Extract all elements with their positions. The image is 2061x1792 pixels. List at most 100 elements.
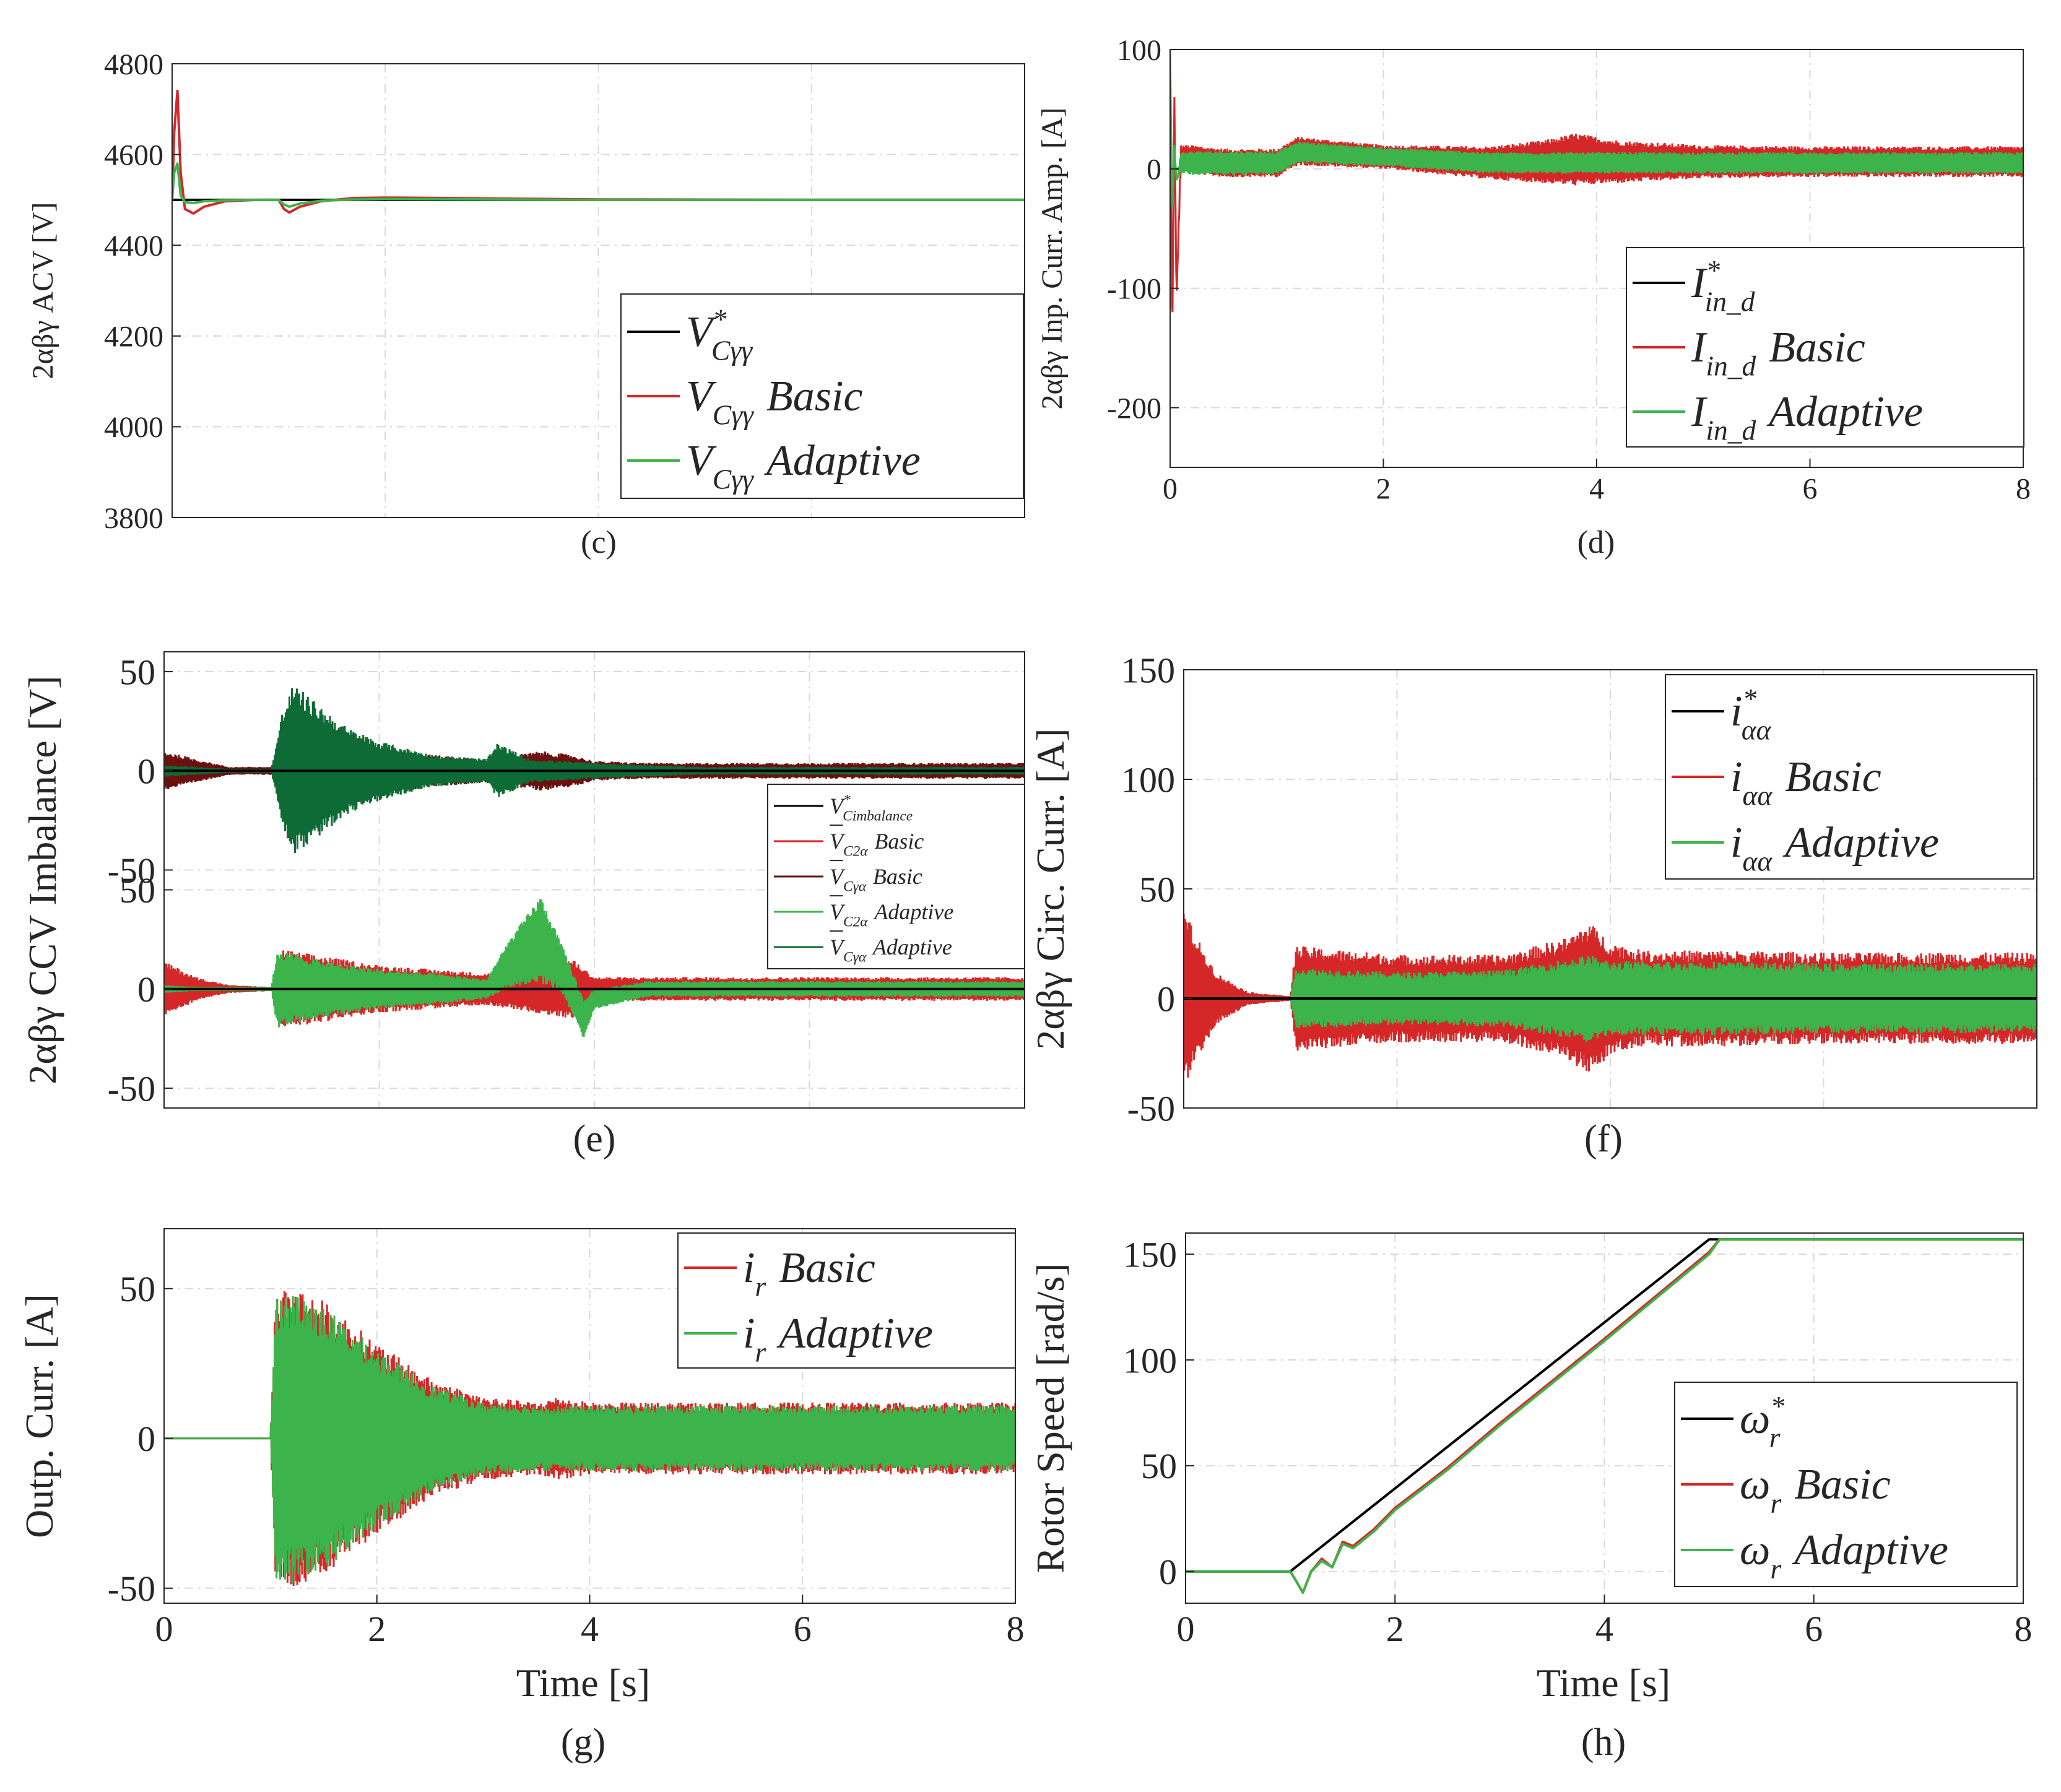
x-tick-label: 0 xyxy=(155,1609,173,1649)
legend-label: I* in_d xyxy=(1691,254,1755,317)
legend-label: ir Basic xyxy=(743,1244,875,1302)
legend-suffix: Basic xyxy=(1794,1461,1891,1508)
x-tick-label: 6 xyxy=(794,1609,812,1649)
series-group xyxy=(164,1291,1015,1586)
x-tick-label: 2 xyxy=(368,1609,386,1649)
legend-sub: in_d xyxy=(1706,415,1756,446)
legend-suffix: Basic xyxy=(766,373,863,420)
x-tick-label: 8 xyxy=(1007,1609,1025,1649)
x-axis-label: Time [s] xyxy=(1537,1661,1670,1705)
legend-sub: αα xyxy=(1742,846,1772,877)
y-tick-label: 4200 xyxy=(104,321,163,353)
legend-suffix: Adaptive xyxy=(1782,819,1939,867)
legend-label: iαα Adaptive xyxy=(1730,819,1939,877)
legend-symbol: V xyxy=(830,829,846,854)
panel-caption: (d) xyxy=(1577,525,1615,560)
panel-caption: (e) xyxy=(573,1118,616,1160)
panel-caption: (c) xyxy=(581,525,617,560)
legend-label: iαα Basic xyxy=(1730,753,1881,811)
y-axis-label: 2αβγ Circ. Curr. [A] xyxy=(1028,728,1072,1049)
legend-sup: * xyxy=(713,303,727,335)
legend-symbol: V xyxy=(686,437,717,485)
x-tick-label: 4 xyxy=(1589,472,1604,505)
legend-box xyxy=(620,293,1024,499)
legend-symbol: V xyxy=(830,935,846,959)
legend-suffix: Adaptive xyxy=(1766,388,1923,436)
x-tick-label: 6 xyxy=(1803,472,1818,505)
y-tick-label: 0 xyxy=(1159,1552,1177,1592)
legend-suffix: Basic xyxy=(779,1244,875,1292)
series-group xyxy=(1170,50,2023,313)
series-line-green xyxy=(1170,50,2023,207)
panel-c: 3800 4000 4200 4400 4600 4800 2αβγ ACV [V] (c) V… xyxy=(27,48,1025,560)
legend-sub: C2α xyxy=(843,843,868,859)
legend-symbol: ω xyxy=(1740,1461,1770,1508)
legend-label: VC2α Adaptive xyxy=(830,899,953,930)
legend-sub: Cγγ xyxy=(713,399,754,431)
y-tick-label: 50 xyxy=(1141,1446,1177,1486)
y-tick-label: 4000 xyxy=(104,411,163,444)
panel-h: 0 50 100 150 0 2 4 6 8 Rotor Speed [rad/s] Time [s… xyxy=(1028,1232,2033,1764)
legend-sup: * xyxy=(1770,1390,1784,1422)
legend-label: ir Adaptive xyxy=(743,1310,933,1367)
legend-label: V* Cγγ xyxy=(686,303,753,366)
y-tick-label: 0 xyxy=(1147,154,1161,186)
legend-symbol: i xyxy=(743,1244,755,1292)
legend-label: V* Cimbalance xyxy=(830,792,913,824)
legend-sub: Cγγ xyxy=(713,464,754,495)
legend-sup: * xyxy=(843,792,851,808)
x-tick-label: 0 xyxy=(1177,1609,1195,1649)
legend-box xyxy=(1626,247,2024,448)
y-axis-label: 2αβγ CCV Imbalance [V] xyxy=(20,675,64,1084)
y-tick-label: 100 xyxy=(1117,34,1161,67)
legend-sub: r xyxy=(1769,1422,1781,1453)
legend-sup: * xyxy=(1742,683,1756,714)
y-tick-label: 0 xyxy=(1157,979,1175,1019)
legend-sub: r xyxy=(755,1271,766,1302)
legend-symbol: i xyxy=(743,1310,755,1357)
x-tick-label: 8 xyxy=(2015,1609,2033,1649)
legend-label: ωr Adaptive xyxy=(1740,1526,1948,1584)
y-tick-label: 150 xyxy=(1123,1234,1177,1275)
legend-suffix: Basic xyxy=(873,864,922,889)
y-tick-label: 50 xyxy=(1139,869,1175,909)
y-tick-label: 0 xyxy=(137,969,155,1010)
legend-sub: Cγα xyxy=(843,949,867,965)
legend-suffix: Basic xyxy=(1785,753,1881,801)
legend-label: VCγα Adaptive xyxy=(830,935,952,966)
legend-symbol: V xyxy=(686,308,717,356)
legend-sub: C2α xyxy=(843,914,868,930)
legend-sup: * xyxy=(1706,254,1720,286)
y-tick-label: 4800 xyxy=(104,48,163,81)
legend-suffix: Adaptive xyxy=(873,899,953,924)
y-tick-label: -50 xyxy=(108,1569,155,1609)
legend-label: VCγγ Adaptive xyxy=(686,437,921,495)
legend-suffix: Adaptive xyxy=(872,935,952,959)
legend-suffix: Adaptive xyxy=(1792,1526,1948,1574)
y-tick-label: 3800 xyxy=(104,502,163,535)
axes-frame xyxy=(171,63,1025,518)
legend-symbol: V xyxy=(830,864,846,889)
y-axis-label: 2αβγ Inp. Curr. Amp. [A] xyxy=(1036,107,1069,409)
legend-symbol: ω xyxy=(1740,1395,1770,1443)
series-line-green xyxy=(164,1296,1015,1585)
panel-caption: (g) xyxy=(561,1721,605,1764)
legend-suffix: Basic xyxy=(874,829,924,854)
x-axis-label: Time [s] xyxy=(516,1661,650,1705)
legend-symbol: i xyxy=(1730,688,1742,735)
x-tick-label: 0 xyxy=(1163,472,1178,505)
y-tick-label: -200 xyxy=(1107,392,1161,425)
x-tick-label: 2 xyxy=(1376,472,1391,505)
legend-label: Iin_d Adaptive xyxy=(1691,388,1923,446)
y-tick-label: -100 xyxy=(1107,273,1161,306)
legend-sub: r xyxy=(1770,1553,1781,1585)
legend-label: Iin_d Basic xyxy=(1691,324,1865,381)
